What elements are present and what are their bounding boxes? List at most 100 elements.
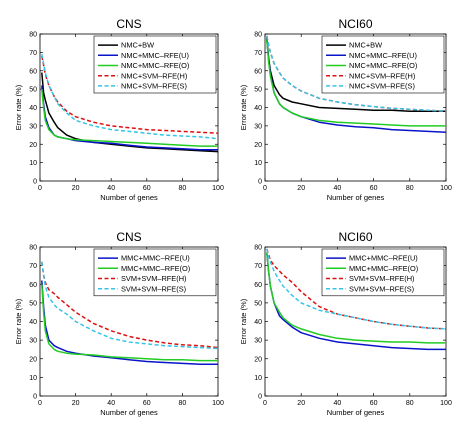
y-tick-label: 60 [29,68,37,75]
y-axis-label: Error rate (%) [239,298,248,344]
legend-entry: SVM+SVM–RFE(S) [121,284,186,293]
legend-entry: NMC+BW [349,41,382,50]
series-line-4 [41,55,218,134]
legend-entry: SVM+SVM–RFE(S) [349,284,414,293]
x-tick-label: 60 [370,185,378,192]
x-tick-label: 80 [406,185,414,192]
y-tick-label: 30 [254,338,262,345]
x-tick-label: 60 [370,400,378,407]
x-axis-label: Number of genes [100,408,158,417]
y-tick-label: 10 [254,160,262,167]
y-tick-label: 0 [33,179,37,186]
y-tick-label: 20 [254,356,262,363]
x-tick-label: 0 [38,400,42,407]
series-line-2 [266,252,446,344]
chart-title: CNS [116,17,141,31]
y-tick-label: 60 [254,282,262,289]
legend-entry: NMC+SVM–RFE(H) [121,71,187,80]
chart-panel-4: NCI60 0 20 40 60 80 100 0 10 20 30 40 50 60 70 80 Number… [239,230,452,417]
x-tick-label: 100 [212,400,224,407]
chart-title: NCI60 [338,17,372,31]
x-tick-label: 20 [297,185,305,192]
y-tick-label: 0 [258,179,262,186]
legend-entry: MMC+MMC–RFE(O) [349,264,418,273]
series-line-2 [41,284,218,362]
x-tick-label: 20 [72,400,80,407]
legend-entry: MMC+MMC–RFE(O) [121,264,190,273]
legend-entry: MMC+MMC–RFE(U) [121,254,190,263]
y-tick-label: 20 [254,142,262,149]
y-tick-label: 70 [29,263,37,270]
series-line-5 [266,35,446,112]
y-tick-label: 50 [254,300,262,307]
y-tick-label: 30 [254,123,262,130]
y-tick-label: 80 [29,245,37,252]
x-tick-label: 0 [263,185,267,192]
series-line-3 [266,248,446,330]
x-tick-label: 60 [143,400,151,407]
y-tick-label: 20 [29,142,37,149]
y-tick-label: 80 [29,32,37,39]
y-axis-label: Error rate (%) [14,84,23,130]
y-tick-label: 10 [29,375,37,382]
y-tick-label: 40 [29,105,37,112]
y-axis-label: Error rate (%) [14,298,23,344]
legend-entry: NMC+SVM–RFE(H) [349,71,415,80]
y-tick-label: 10 [254,375,262,382]
legend-entry: NMC+SVM–RFE(S) [121,82,187,91]
chart-panel-3: CNS 0 20 40 60 80 100 0 10 20 30 40 50 60 70 80 Number o… [14,230,224,417]
series-line-1 [266,37,446,112]
y-tick-label: 20 [29,356,37,363]
legend-entry: SVM+SVM–RFE(H) [121,274,187,283]
y-tick-label: 50 [29,87,37,94]
y-tick-label: 40 [29,319,37,326]
y-tick-label: 40 [254,105,262,112]
x-tick-label: 20 [297,400,305,407]
legend-entry: SVM+SVM–RFE(H) [349,274,415,283]
series-line-3 [41,89,218,147]
x-tick-label: 40 [107,185,115,192]
y-tick-label: 30 [29,123,37,130]
y-tick-label: 70 [254,50,262,57]
y-tick-label: 0 [258,394,262,401]
y-tick-label: 50 [29,300,37,307]
y-tick-label: 50 [254,87,262,94]
legend-entry: MMC+MMC–RFE(U) [349,254,418,263]
legend-entry: NMC+MMC–RFE(O) [121,61,189,70]
chart-panel-1: CNS 0 20 40 60 80 100 0 10 20 30 40 50 60 70 80 Number o… [14,17,224,202]
y-tick-label: 0 [33,394,37,401]
chart-panel-2: NCI60 0 20 40 60 80 100 0 10 20 30 40 50 60 70 80 Number… [239,17,452,202]
y-tick-label: 10 [29,160,37,167]
legend-entry: NMC+MMC–RFE(O) [349,61,417,70]
x-tick-label: 100 [212,185,224,192]
y-tick-label: 70 [254,263,262,270]
x-tick-label: 80 [179,185,187,192]
x-tick-label: 60 [143,185,151,192]
legend-entry: NMC+BW [121,41,154,50]
chart-title: NCI60 [338,230,372,244]
series-line-4 [266,248,446,330]
y-axis-label: Error rate (%) [239,84,248,130]
series-line-3 [266,39,446,127]
legend-entry: NMC+MMC–RFE(U) [121,51,189,60]
series-line-5 [41,54,218,140]
series-line-2 [41,85,218,151]
x-axis-label: Number of genes [327,193,385,202]
x-tick-label: 0 [263,400,267,407]
y-tick-label: 70 [29,50,37,57]
x-tick-label: 0 [38,185,42,192]
y-tick-label: 30 [29,338,37,345]
x-tick-label: 40 [107,400,115,407]
y-tick-label: 80 [254,245,262,252]
y-tick-label: 60 [254,68,262,75]
x-tick-label: 40 [334,185,342,192]
chart-title: CNS [116,230,141,244]
y-tick-label: 40 [254,319,262,326]
y-tick-label: 80 [254,32,262,39]
x-tick-label: 100 [440,400,452,407]
x-tick-label: 20 [72,185,80,192]
legend-entry: NMC+SVM–RFE(S) [349,82,415,91]
x-tick-label: 80 [179,400,187,407]
y-tick-label: 60 [29,282,37,289]
